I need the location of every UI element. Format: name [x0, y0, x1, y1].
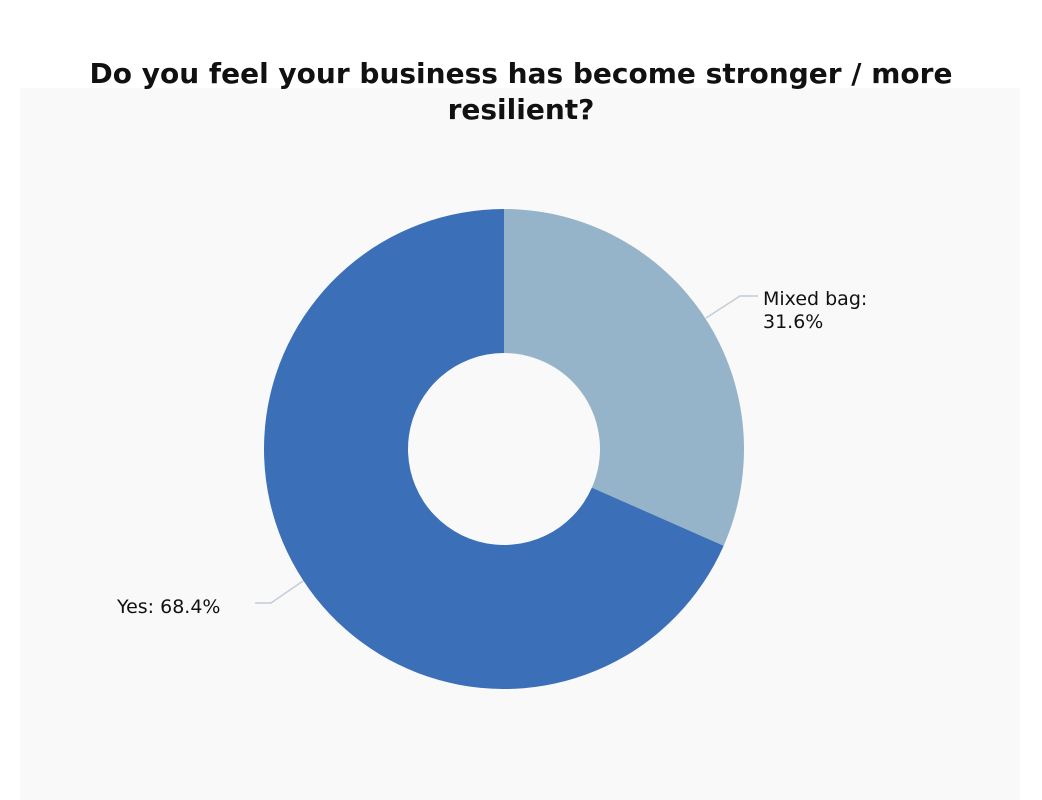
- leader-line-yes: [255, 580, 304, 604]
- slice-yes[interactable]: [264, 209, 724, 689]
- chart-title-line-2: resilient?: [447, 93, 595, 126]
- label-yes: Yes: 68.4%: [117, 596, 221, 618]
- chart-title-line-1: Do you feel your business has become str…: [89, 57, 953, 90]
- leader-line-mixed-bag: [705, 295, 758, 319]
- label-mixed-bag-name: Mixed bag:: [763, 288, 868, 310]
- chart-title: Do you feel your business has become str…: [0, 56, 1042, 128]
- label-mixed-bag: Mixed bag: 31.6%: [763, 288, 867, 334]
- slice-mixed-bag[interactable]: [504, 209, 745, 546]
- label-mixed-bag-value: 31.6%: [763, 311, 824, 333]
